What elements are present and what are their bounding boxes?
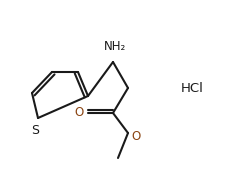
Text: O: O: [74, 107, 83, 119]
Text: NH₂: NH₂: [104, 40, 126, 53]
Text: HCl: HCl: [180, 81, 202, 94]
Text: S: S: [31, 124, 39, 137]
Text: O: O: [131, 130, 140, 143]
